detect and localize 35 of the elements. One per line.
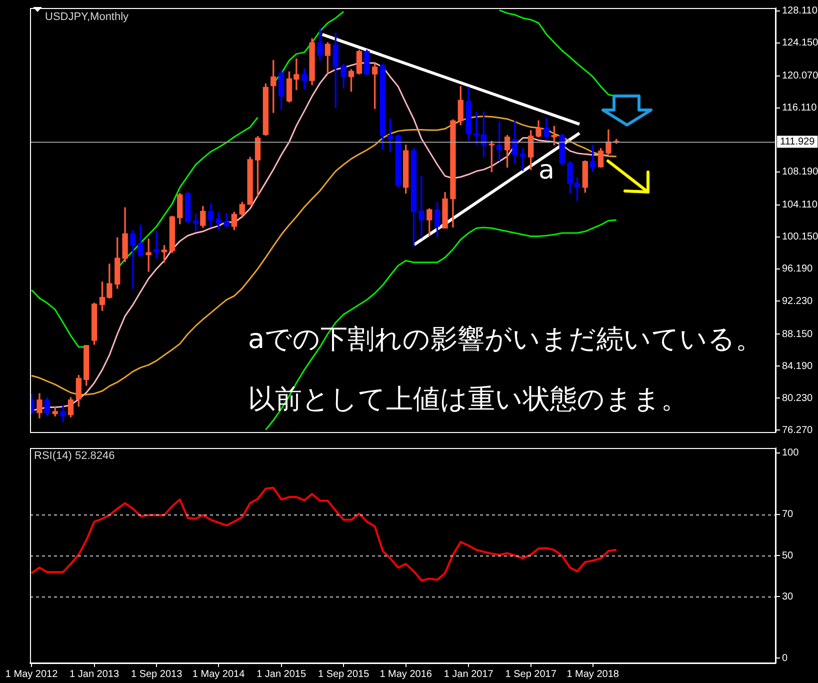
y-tick-label: 124.150 (782, 38, 818, 49)
candlestick (130, 230, 136, 289)
y-tick-label: 84.190 (782, 360, 814, 372)
chart-title: RSI(14) 52.8246 (34, 450, 115, 462)
x-tick-label: 1 Jan 2017 (444, 668, 494, 680)
y-tick-label: 76.270 (782, 424, 814, 436)
y-tick-label: 104.110 (782, 200, 818, 211)
x-tick-label: 1 Sep 2017 (505, 668, 557, 680)
candlestick (154, 231, 160, 258)
y-tick-label: 108.190 (782, 166, 818, 178)
x-tick-label: 1 May 2014 (192, 668, 246, 680)
x-tick-label: 1 Sep 2015 (318, 668, 370, 680)
y-tick-label: 70 (782, 509, 794, 520)
y-tick-label: 100 (782, 448, 800, 459)
y-tick-label: 128.110 (782, 6, 818, 17)
y-tick-label: 100.150 (782, 232, 818, 243)
x-tick-label: 1 Sep 2013 (130, 668, 183, 680)
candlestick (418, 176, 424, 238)
chart-title: USDJPY,Monthly (45, 11, 130, 24)
y-tick-label: 120.070 (782, 70, 818, 82)
y-tick-label: 0 (782, 652, 788, 664)
x-tick-label: 1 May 2012 (5, 668, 58, 680)
y-tick-label: 50 (782, 550, 794, 562)
x-tick-label: 1 Jan 2015 (256, 668, 306, 680)
y-tick-label: 80.230 (782, 392, 814, 404)
x-tick-label: 1 May 2018 (566, 668, 620, 680)
y-tick-label: 30 (782, 591, 794, 602)
y-tick-label: 88.150 (782, 328, 814, 340)
y-tick-label: 96.190 (782, 264, 814, 275)
annotation: a (538, 156, 554, 186)
ref-line-label: 111.929 (780, 136, 816, 148)
x-tick-label: 1 May 2016 (380, 668, 432, 680)
y-tick-label: 92.230 (782, 296, 814, 307)
y-tick-label: 116.110 (782, 102, 818, 114)
x-tick-label: 1 Jan 2013 (70, 668, 120, 680)
